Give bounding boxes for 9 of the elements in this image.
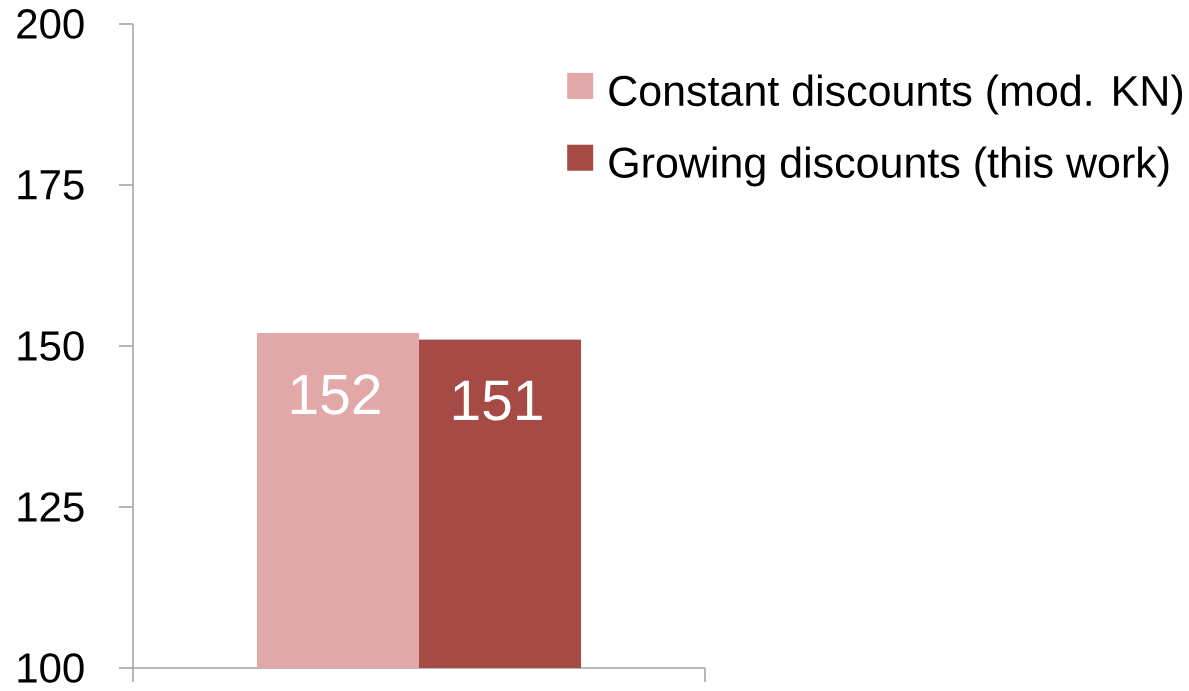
legend-label: Constant discounts (mod. KN) <box>609 74 1183 115</box>
y-tick-label: 100 <box>18 653 84 683</box>
data-label: 151 <box>453 380 542 421</box>
y-tick-label: 200 <box>17 9 84 39</box>
data-label: 152 <box>291 374 380 415</box>
y-tick-label: 175 <box>18 170 84 200</box>
y-tick-label: 125 <box>18 492 84 522</box>
y-tick-label: 150 <box>18 331 84 361</box>
legend-label: Growing discounts (this work) <box>609 146 1169 187</box>
